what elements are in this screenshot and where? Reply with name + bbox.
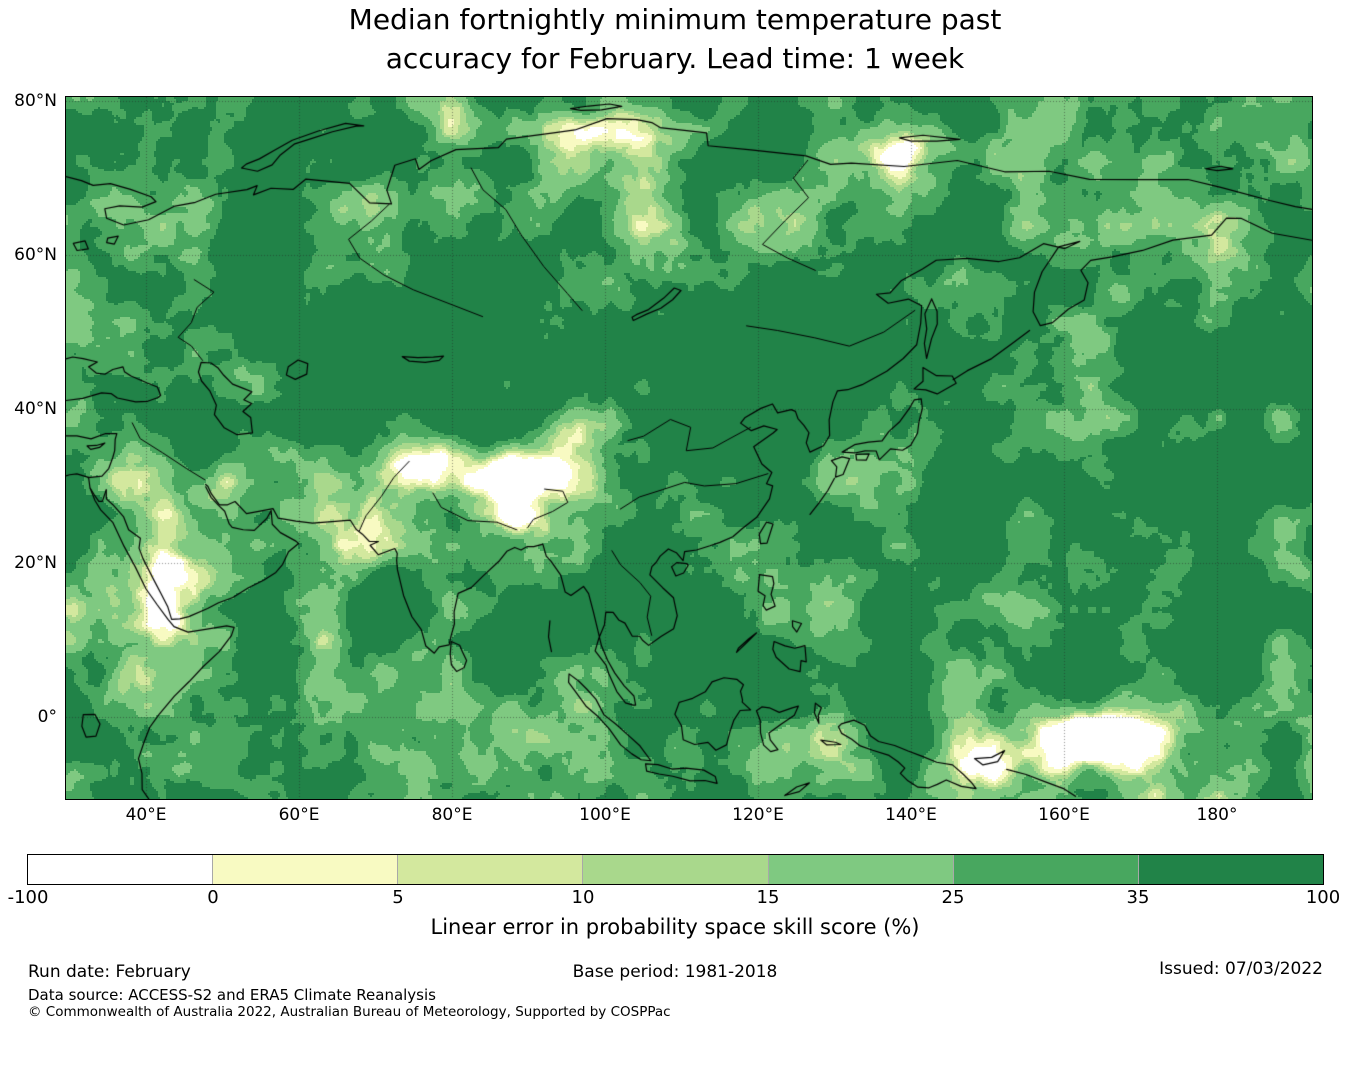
colorbar-segment [582, 855, 767, 884]
colorbar-segment [953, 855, 1138, 884]
skill-map-figure: Median fortnightly minimum temperature p… [0, 0, 1350, 1065]
y-tick-label: 80°N [0, 90, 57, 112]
colorbar [27, 854, 1324, 885]
colorbar-tick-label: 15 [757, 887, 780, 908]
issued-date-label: Issued: 07/03/2022 [1159, 959, 1323, 979]
x-tick-label: 160°E [1038, 805, 1090, 825]
x-tick-label: 60°E [279, 805, 320, 825]
y-tick-label: 40°N [0, 398, 57, 420]
colorbar-caption: Linear error in probability space skill … [0, 915, 1350, 939]
figure-title-line1: Median fortnightly minimum temperature p… [0, 0, 1350, 39]
y-tick-label: 20°N [0, 552, 57, 574]
base-period-label: Base period: 1981-2018 [0, 962, 1350, 982]
map-plot-area [65, 96, 1313, 800]
x-tick-label: 100°E [579, 805, 631, 825]
copyright-label: © Commonwealth of Australia 2022, Austra… [28, 1004, 671, 1020]
figure-title: Median fortnightly minimum temperature p… [0, 0, 1350, 78]
colorbar-tick-label: 100 [1306, 887, 1340, 908]
colorbar-tick-label: -100 [8, 887, 49, 908]
y-tick-label: 0° [0, 706, 57, 728]
colorbar-segment [768, 855, 953, 884]
colorbar-segment [1138, 855, 1323, 884]
figure-title-line2: accuracy for February. Lead time: 1 week [0, 39, 1350, 78]
x-tick-label: 40°E [126, 805, 167, 825]
colorbar-segment [212, 855, 397, 884]
data-source-label: Data source: ACCESS-S2 and ERA5 Climate … [28, 986, 436, 1004]
x-tick-label: 120°E [732, 805, 784, 825]
colorbar-tick-label: 5 [392, 887, 403, 908]
y-tick-label: 60°N [0, 244, 57, 266]
coastline-gridline-layer [66, 97, 1312, 799]
x-tick-label: 180° [1197, 805, 1238, 825]
colorbar-segment [397, 855, 582, 884]
colorbar-tick-label: 10 [572, 887, 595, 908]
x-tick-label: 140°E [885, 805, 937, 825]
colorbar-tick-label: 0 [207, 887, 218, 908]
x-tick-label: 80°E [432, 805, 473, 825]
colorbar-tick-label: 35 [1127, 887, 1150, 908]
colorbar-segment [28, 855, 212, 884]
colorbar-tick-label: 25 [942, 887, 965, 908]
